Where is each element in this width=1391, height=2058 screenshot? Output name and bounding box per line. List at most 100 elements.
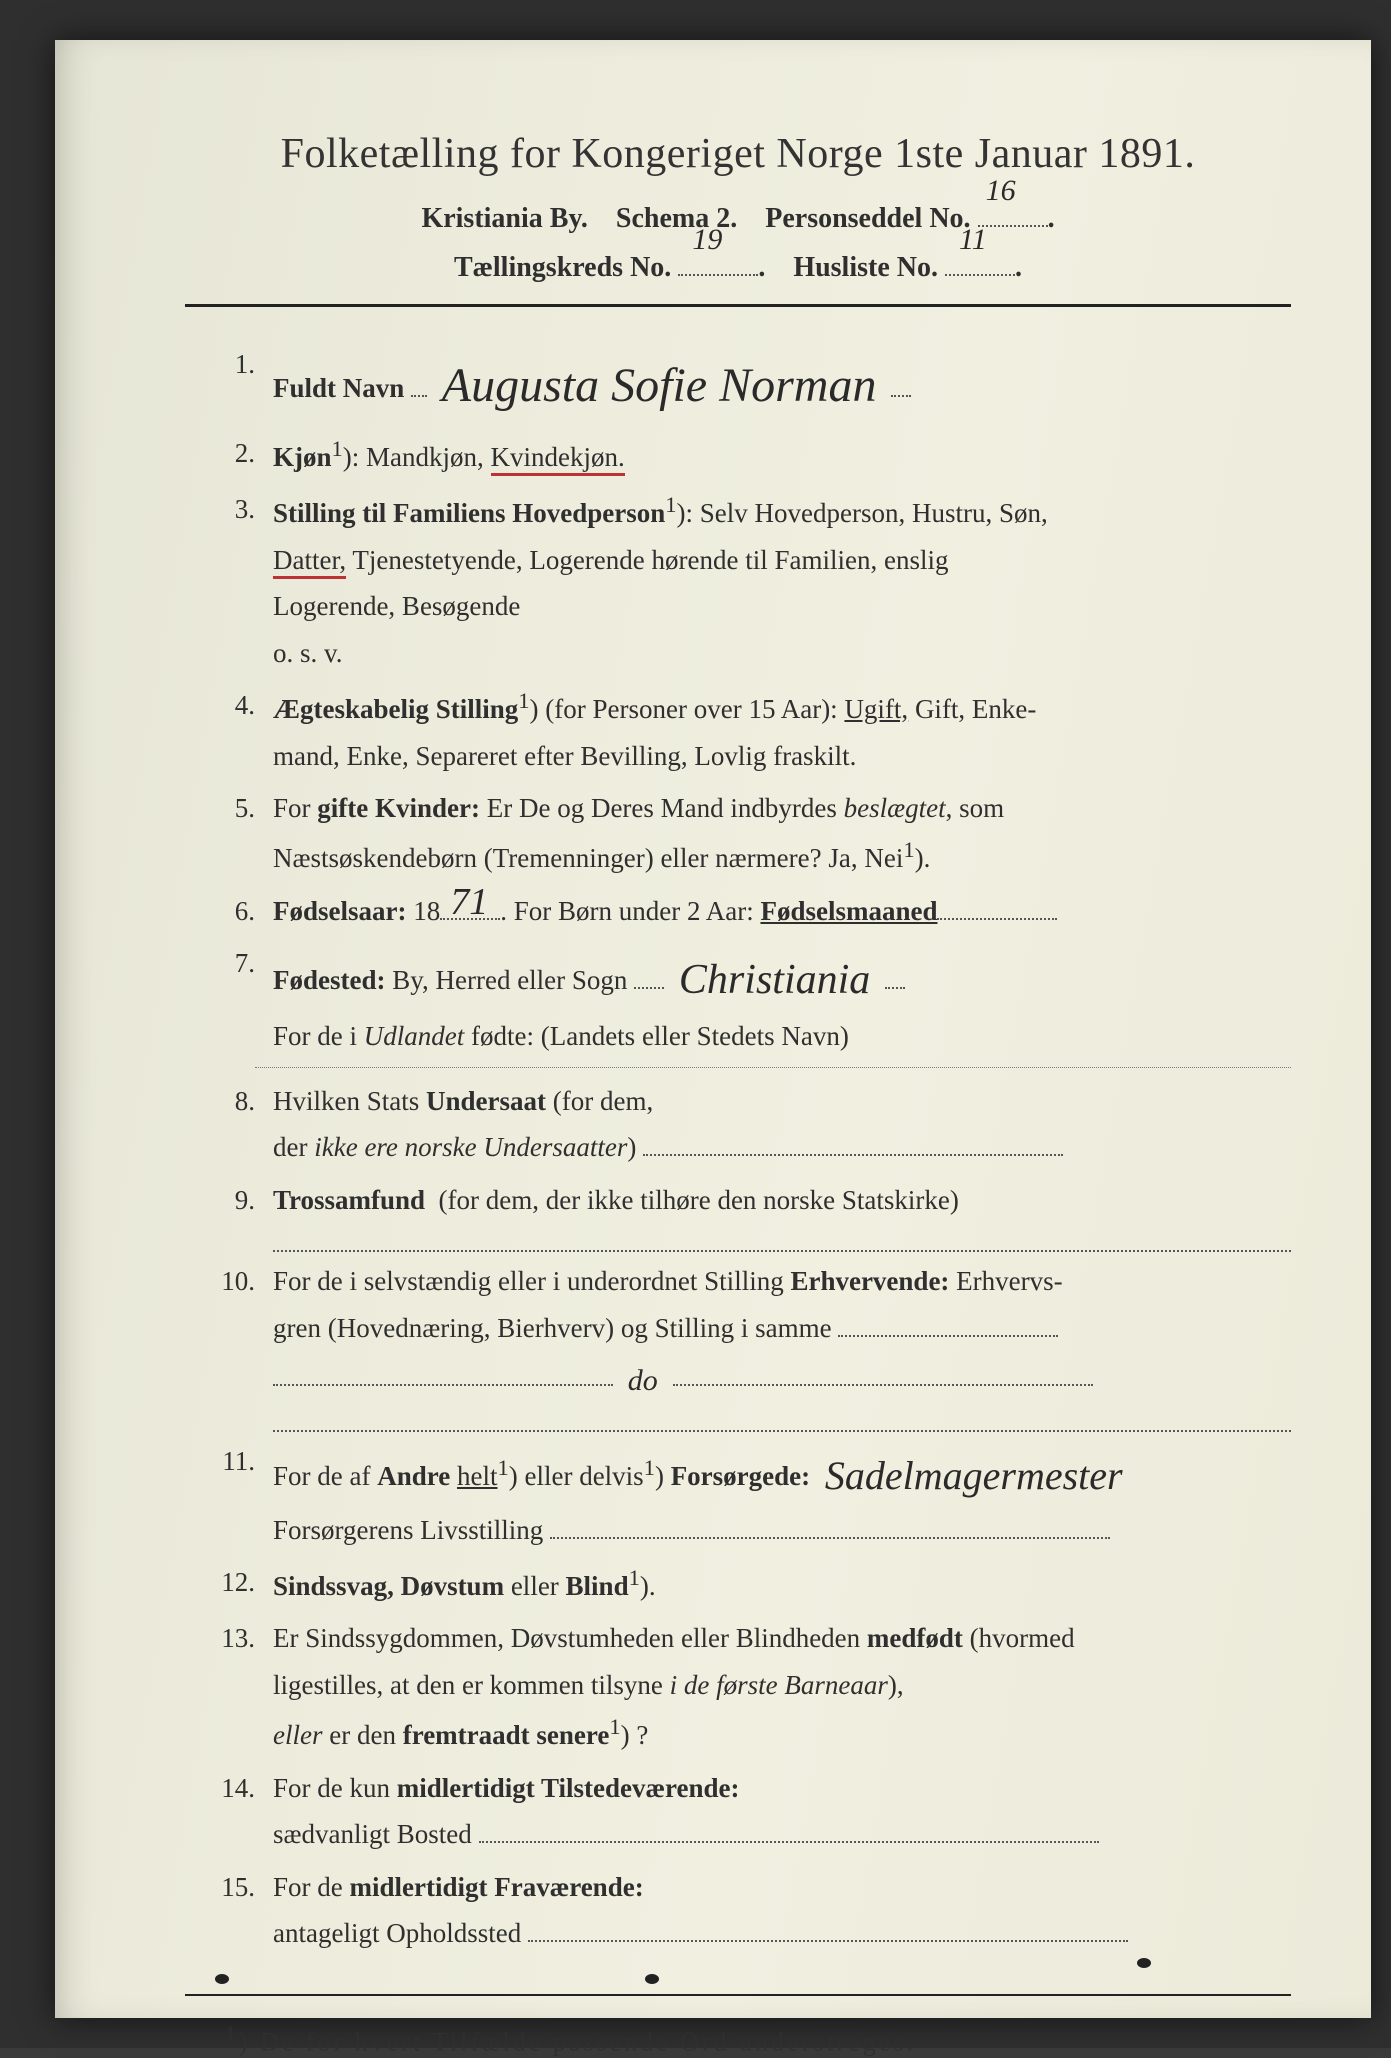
q7-value: Christiania xyxy=(671,944,878,1016)
q9-rest: (for dem, der ikke tilhøre den norske St… xyxy=(439,1185,959,1215)
ink-speck-3 xyxy=(1137,1958,1151,1968)
q12-bold2: Blind xyxy=(566,1571,629,1601)
q13-tail: ) ? xyxy=(621,1720,649,1750)
q2-label: Kjøn xyxy=(273,442,332,472)
q12-tail: ). xyxy=(640,1571,656,1601)
q4-num: 4. xyxy=(185,682,273,779)
section-divider-1 xyxy=(255,1067,1291,1068)
q13-bold2: fremtraadt senere xyxy=(403,1720,610,1750)
q8-bold: Undersaat xyxy=(426,1086,546,1116)
q3-line2a: Tjenestetyende, Logerende hørende til Fa… xyxy=(352,545,948,575)
q10-line2: gren (Hovednæring, Bierhverv) og Stillin… xyxy=(273,1313,832,1343)
q7-num: 7. xyxy=(185,940,273,1059)
ink-speck-2 xyxy=(645,1974,659,1984)
q12-mid: eller xyxy=(511,1571,559,1601)
q4-line2: mand, Enke, Separeret efter Bevilling, L… xyxy=(273,741,856,771)
q11: 11. For de af Andre helt1) eller delvis1… xyxy=(185,1438,1291,1553)
q12-sup: 1 xyxy=(629,1565,640,1590)
q7-em: Udlandet xyxy=(364,1021,465,1051)
q10-scribble: do xyxy=(620,1355,666,1407)
q3-line3: Logerende, Besøgende xyxy=(273,591,520,621)
q11-u1: helt xyxy=(457,1461,498,1491)
q9: 9. Trossamfund (for dem, der ikke tilhør… xyxy=(185,1177,1291,1252)
q14-line1a: For de kun xyxy=(273,1773,390,1803)
q11-num: 11. xyxy=(185,1438,273,1553)
husliste-label: Husliste No. xyxy=(793,252,938,283)
q10-num: 10. xyxy=(185,1258,273,1431)
q5-lead: For xyxy=(273,793,311,823)
q5-tail1: , som xyxy=(946,793,1005,823)
q13-num: 13. xyxy=(185,1615,273,1758)
q15-num: 15. xyxy=(185,1864,273,1957)
q11-sup: 1 xyxy=(497,1455,508,1480)
q7: 7. Fødested: By, Herred eller Sogn Chris… xyxy=(185,940,1291,1059)
form-subtitle-2: Tællingskreds No. 19 . Husliste No. 11 . xyxy=(185,249,1291,284)
q14-line2: sædvanligt Bosted xyxy=(273,1819,472,1849)
footnote-sup: 1 xyxy=(225,2022,239,2046)
q3-line1a: Selv Hovedperson, Hustru, Søn, xyxy=(700,498,1048,528)
q13-line3b: er den xyxy=(329,1720,396,1750)
q4-label: Ægteskabelig Stilling xyxy=(273,694,518,724)
footnote-text: ) De for hvert Tilfælde passende Ord und… xyxy=(239,2028,916,2057)
q8-line1a: Hvilken Stats xyxy=(273,1086,419,1116)
husliste-no: 11 xyxy=(951,223,995,257)
divider-top xyxy=(185,304,1291,307)
q13-em: i de første Barneaar xyxy=(670,1670,888,1700)
q13-bold: medfødt xyxy=(867,1623,963,1653)
q10-line1a: For de i selvstændig eller i underordnet… xyxy=(273,1266,784,1296)
q15-bold: midlertidigt Fraværende: xyxy=(350,1872,644,1902)
q11-line1a: For de af xyxy=(273,1461,370,1491)
form-subtitle-1: Kristiania By. Schema 2. Personseddel No… xyxy=(185,200,1291,235)
q13-line2b: ), xyxy=(888,1670,904,1700)
q11-bold2: Forsørgede: xyxy=(671,1461,810,1491)
q1-name-value: Augusta Sofie Norman xyxy=(434,345,885,428)
q13-line3a: eller xyxy=(273,1720,322,1750)
q13-sup: 1 xyxy=(609,1714,620,1739)
form-title: Folketælling for Kongeriget Norge 1ste J… xyxy=(185,130,1291,178)
q8-num: 8. xyxy=(185,1078,273,1171)
q1: 1. Fuldt Navn Augusta Sofie Norman xyxy=(185,341,1291,424)
q15: 15. For de midlertidigt Fraværende: anta… xyxy=(185,1864,1291,1957)
q6-label: Fødselsaar: xyxy=(273,896,406,926)
q3-sup: 1 xyxy=(665,492,676,517)
q2-num: 2. xyxy=(185,430,273,480)
q7-opts: By, Herred eller Sogn xyxy=(392,965,627,995)
q8-line2b: ) xyxy=(627,1132,636,1162)
q14-num: 14. xyxy=(185,1765,273,1858)
q6-prefix: 18 xyxy=(413,896,440,926)
q7-line2a: For de i xyxy=(273,1021,357,1051)
q12-num: 12. xyxy=(185,1559,273,1609)
q5-sup: 1 xyxy=(903,837,914,862)
q4: 4. Ægteskabelig Stilling1) (for Personer… xyxy=(185,682,1291,779)
q3-label: Stilling til Familiens Hovedperson xyxy=(273,498,665,528)
ink-speck-1 xyxy=(215,1974,229,1984)
taellingskreds-no: 19 xyxy=(684,223,730,257)
q5-tail2: ). xyxy=(915,843,931,873)
city-label: Kristiania By. xyxy=(421,203,587,234)
q5-line1: Er De og Deres Mand indbyrdes xyxy=(487,793,837,823)
q11-line2: Forsørgerens Livsstilling xyxy=(273,1515,543,1545)
q8-line2a: der xyxy=(273,1132,307,1162)
q4-opt-ugift: Ugift, xyxy=(844,694,908,724)
q5-bold: gifte Kvinder: xyxy=(317,793,480,823)
footnote: 1) De for hvert Tilfælde passende Ord un… xyxy=(185,2022,1291,2058)
q13: 13. Er Sindssygdommen, Døvstumheden elle… xyxy=(185,1615,1291,1758)
q5-em1: beslægtet xyxy=(844,793,946,823)
q11-bold1: Andre xyxy=(377,1461,450,1491)
personseddel-no: 16 xyxy=(978,174,1024,208)
q11-mid: ) eller delvis xyxy=(509,1461,644,1491)
divider-bottom xyxy=(185,1994,1291,1996)
q8: 8. Hvilken Stats Undersaat (for dem, der… xyxy=(185,1078,1291,1171)
q2-opt-k: Kvindekjøn. xyxy=(491,442,625,476)
q3-opt-datter: Datter, xyxy=(273,545,346,579)
q6-mid: . For Børn under 2 Aar: xyxy=(500,896,753,926)
q4-paren: (for Personer over 15 Aar): xyxy=(545,694,837,724)
q10-bold: Erhvervende: xyxy=(790,1266,949,1296)
q1-label: Fuldt Navn xyxy=(273,373,404,403)
q13-line1b: (hvormed xyxy=(970,1623,1075,1653)
q13-line1a: Er Sindssygdommen, Døvstumheden eller Bl… xyxy=(273,1623,860,1653)
q10-line1b: Erhvervs- xyxy=(956,1266,1062,1296)
q9-bold: Trossamfund xyxy=(273,1185,425,1215)
q15-line1a: For de xyxy=(273,1872,343,1902)
q1-num: 1. xyxy=(185,341,273,424)
